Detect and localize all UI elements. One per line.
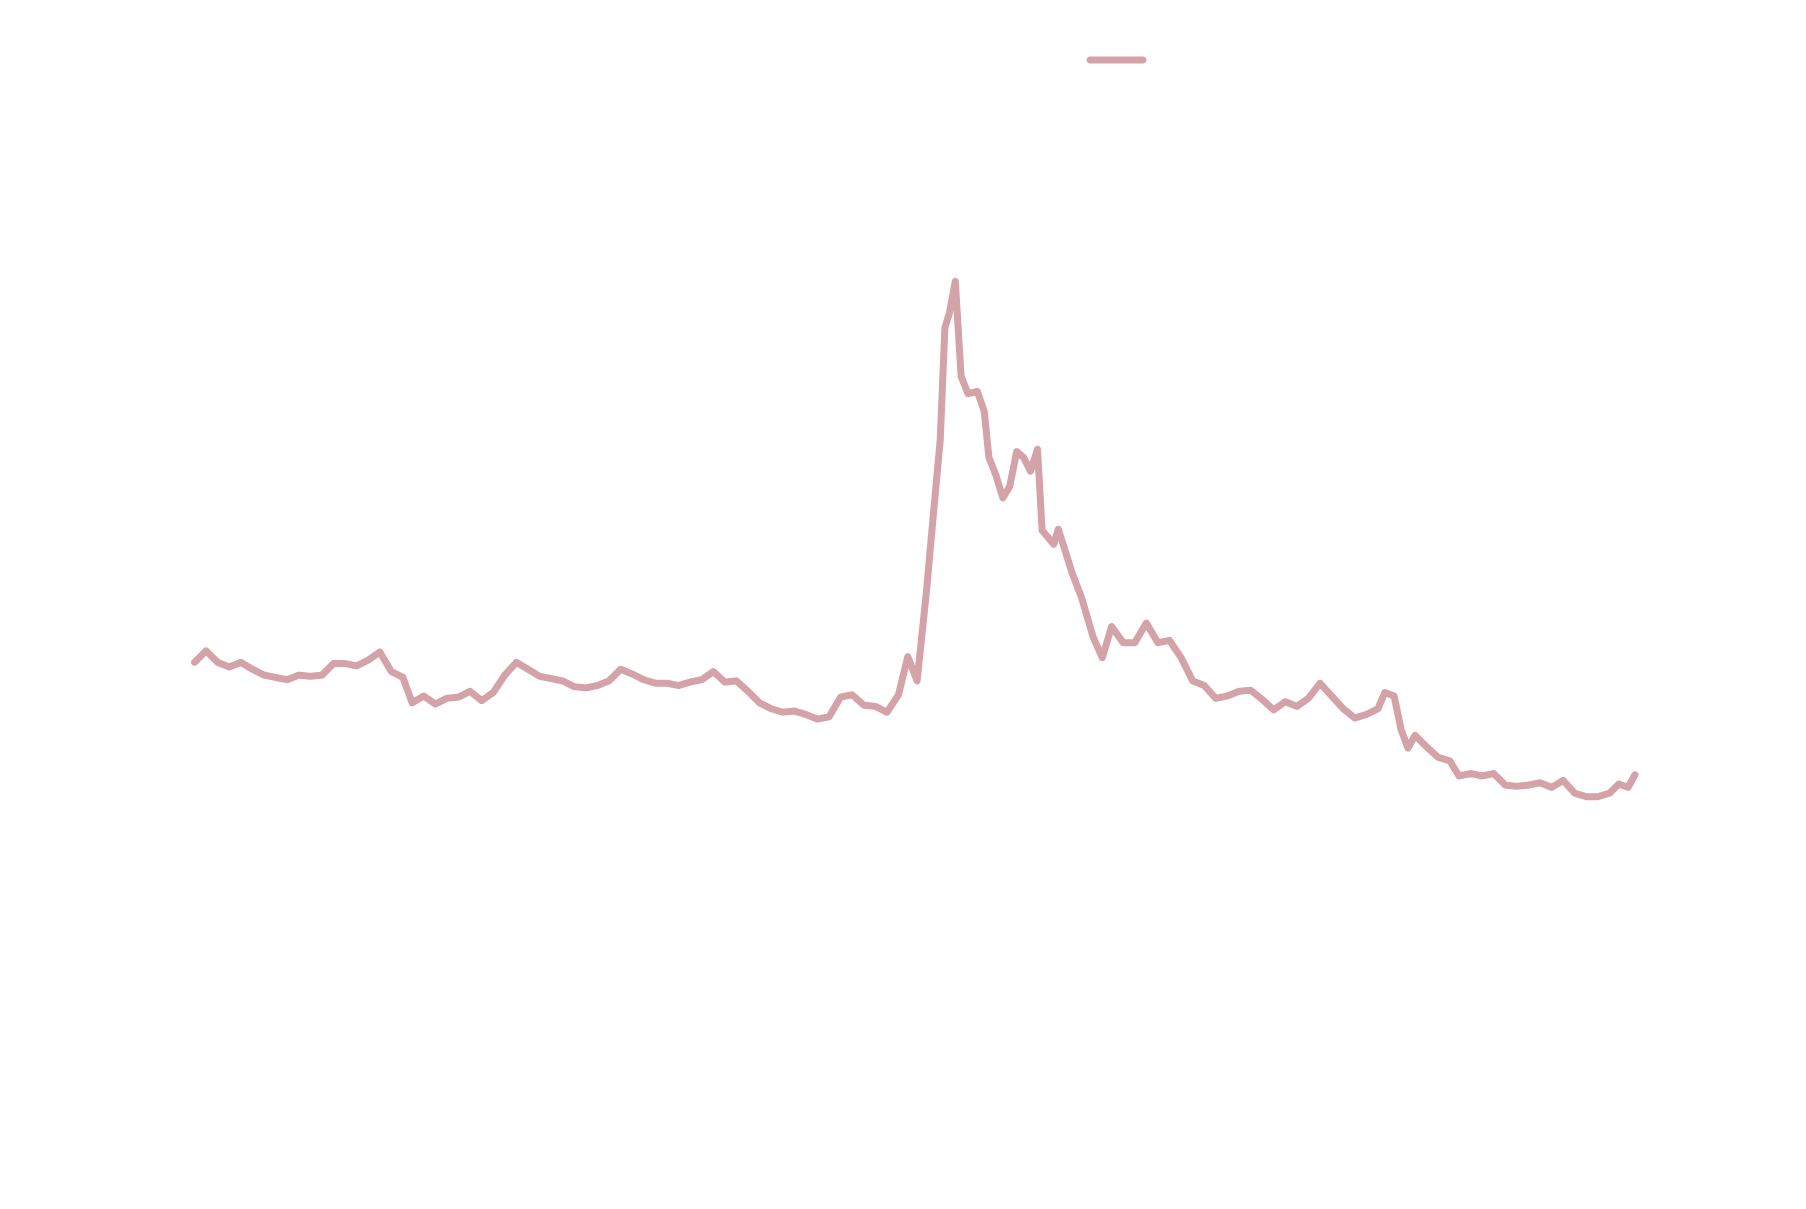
line [191,277,1639,801]
